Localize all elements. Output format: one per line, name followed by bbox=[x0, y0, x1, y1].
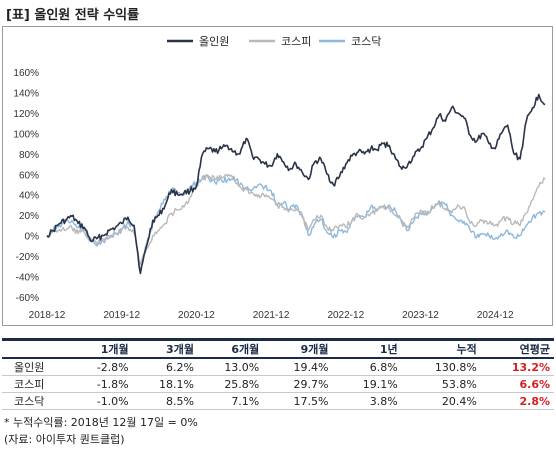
performance-table: 1개월 3개월 6개월 9개월 1년 누적 연평균 올인원 -2.8% 6.2%… bbox=[2, 341, 554, 410]
cell-annualized: 6.6% bbox=[480, 375, 554, 393]
cell-9m: 29.7% bbox=[263, 375, 333, 393]
x-tick-label: 2023-12 bbox=[402, 310, 439, 321]
cell-3m: 18.1% bbox=[132, 375, 198, 393]
x-tick-label: 2021-12 bbox=[253, 310, 290, 321]
cell-3m: 6.2% bbox=[132, 358, 198, 376]
cell-annualized: 13.2% bbox=[480, 358, 554, 376]
footnote-source: (자료: 아이투자 퀀트클럽) bbox=[4, 433, 125, 446]
cell-9m: 17.5% bbox=[263, 392, 333, 410]
row-label: 올인원 bbox=[2, 358, 68, 376]
y-tick-label: -20% bbox=[16, 252, 39, 263]
series-layer bbox=[46, 93, 546, 275]
x-tick-label: 2022-12 bbox=[327, 310, 364, 321]
y-tick-label: 100% bbox=[13, 129, 39, 140]
chart-title: [표] 올인원 전략 수익률 bbox=[6, 8, 140, 23]
cell-cumulative: 20.4% bbox=[401, 392, 481, 410]
x-axis: 2018-12 2019-12 2020-12 2021-12 2022-12 2023-… bbox=[29, 310, 514, 321]
cell-1y: 19.1% bbox=[332, 375, 402, 393]
table-row: 올인원 -2.8% 6.2% 13.0% 19.4% 6.8% 130.8% 1… bbox=[2, 358, 554, 376]
cell-6m: 13.0% bbox=[197, 358, 264, 376]
x-tick-label: 2024-12 bbox=[477, 310, 514, 321]
line-chart: 올인원 코스피 코스닥 160% 140% 120% 100% 80% 60% 40% 20% 0%… bbox=[13, 35, 546, 321]
cell-1m: -2.8% bbox=[67, 358, 133, 376]
y-tick-label: -60% bbox=[16, 293, 39, 304]
footnote-base-date: * 누적수익률: 2018년 12월 17일 = 0% bbox=[4, 416, 198, 429]
table-header-1y: 1년 bbox=[332, 341, 402, 359]
table-row: 코스피 -1.8% 18.1% 25.8% 29.7% 19.1% 53.8% … bbox=[2, 375, 554, 393]
legend-item: 코스닥 bbox=[319, 35, 381, 48]
y-tick-label: 60% bbox=[19, 170, 39, 181]
table-row: 코스닥 -1.0% 8.5% 7.1% 17.5% 3.8% 20.4% 2.8… bbox=[2, 392, 554, 410]
row-label: 코스피 bbox=[2, 375, 68, 393]
series-line-kosdaq bbox=[46, 174, 546, 273]
y-axis: 160% 140% 120% 100% 80% 60% 40% 20% 0% -20% -40% -6… bbox=[13, 68, 39, 304]
cell-1m: -1.8% bbox=[67, 375, 133, 393]
legend-item: 코스피 bbox=[249, 35, 311, 48]
legend-label: 올인원 bbox=[199, 35, 229, 48]
x-tick-label: 2019-12 bbox=[103, 310, 140, 321]
series-line-allinone bbox=[46, 93, 546, 275]
table-header-annualized: 연평균 bbox=[480, 341, 554, 359]
cell-cumulative: 130.8% bbox=[401, 358, 481, 376]
series-line-kospi bbox=[46, 173, 546, 266]
table-header-6m: 6개월 bbox=[197, 341, 264, 359]
table-header-cumulative: 누적 bbox=[401, 341, 481, 359]
y-tick-label: 40% bbox=[19, 191, 39, 202]
cell-9m: 19.4% bbox=[263, 358, 333, 376]
cell-3m: 8.5% bbox=[132, 392, 198, 410]
x-tick-label: 2020-12 bbox=[178, 310, 215, 321]
table-header-3m: 3개월 bbox=[132, 341, 198, 359]
table-header-blank bbox=[2, 341, 68, 359]
legend-label: 코스닥 bbox=[351, 35, 381, 48]
table-header-1m: 1개월 bbox=[67, 341, 133, 359]
table-header-row: 1개월 3개월 6개월 9개월 1년 누적 연평균 bbox=[2, 341, 554, 359]
y-tick-label: 120% bbox=[13, 109, 39, 120]
y-tick-label: 20% bbox=[19, 211, 39, 222]
legend-label: 코스피 bbox=[281, 35, 311, 48]
y-tick-label: 160% bbox=[13, 68, 39, 79]
cell-6m: 7.1% bbox=[197, 392, 264, 410]
cell-1y: 3.8% bbox=[332, 392, 402, 410]
cell-annualized: 2.8% bbox=[480, 392, 554, 410]
cell-cumulative: 53.8% bbox=[401, 375, 481, 393]
legend-item: 올인원 bbox=[167, 35, 229, 48]
y-tick-label: 0% bbox=[25, 232, 40, 243]
cell-1y: 6.8% bbox=[332, 358, 402, 376]
table-header-9m: 9개월 bbox=[263, 341, 333, 359]
y-tick-label: -40% bbox=[16, 273, 39, 284]
chart-frame: 올인원 코스피 코스닥 160% 140% 120% 100% 80% 60% 40% 20% 0%… bbox=[2, 26, 553, 326]
y-tick-label: 80% bbox=[19, 150, 39, 161]
row-label: 코스닥 bbox=[2, 392, 68, 410]
x-tick-label: 2018-12 bbox=[29, 310, 66, 321]
cell-6m: 25.8% bbox=[197, 375, 264, 393]
table-top-band bbox=[2, 338, 554, 341]
cell-1m: -1.0% bbox=[67, 392, 133, 410]
y-tick-label: 140% bbox=[13, 88, 39, 99]
chart-legend: 올인원 코스피 코스닥 bbox=[167, 35, 381, 48]
